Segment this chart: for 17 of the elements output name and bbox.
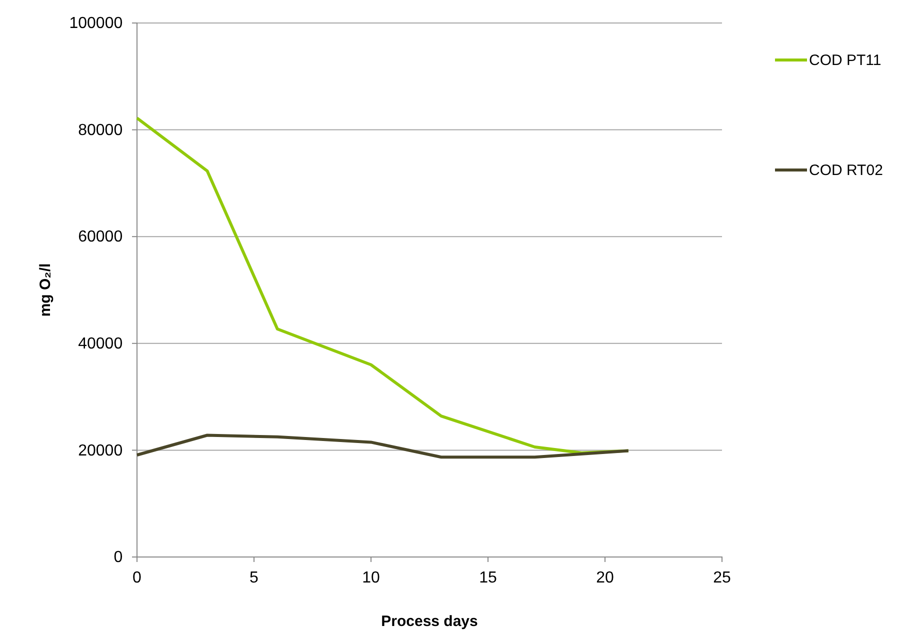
legend-label: COD RT02 (809, 162, 883, 179)
y-tick-label: 0 (114, 549, 123, 566)
y-axis-title: mg O₂/l (37, 263, 54, 317)
x-tick-label: 5 (250, 570, 259, 587)
y-tick-label: 20000 (78, 442, 123, 460)
y-tick-label: 60000 (78, 228, 123, 246)
legend-label: COD PT11 (809, 52, 882, 69)
x-tick-label: 0 (132, 570, 142, 587)
x-tick-label: 20 (596, 570, 614, 587)
y-tick-label: 100000 (69, 15, 123, 32)
y-tick-label: 80000 (78, 122, 123, 139)
x-axis-title: Process days (381, 613, 478, 630)
x-tick-label: 25 (713, 570, 731, 587)
y-tick-label: 40000 (78, 336, 123, 353)
line-series (136, 434, 630, 459)
x-tick-label: 15 (479, 570, 497, 587)
x-tick-label: 10 (362, 570, 380, 587)
